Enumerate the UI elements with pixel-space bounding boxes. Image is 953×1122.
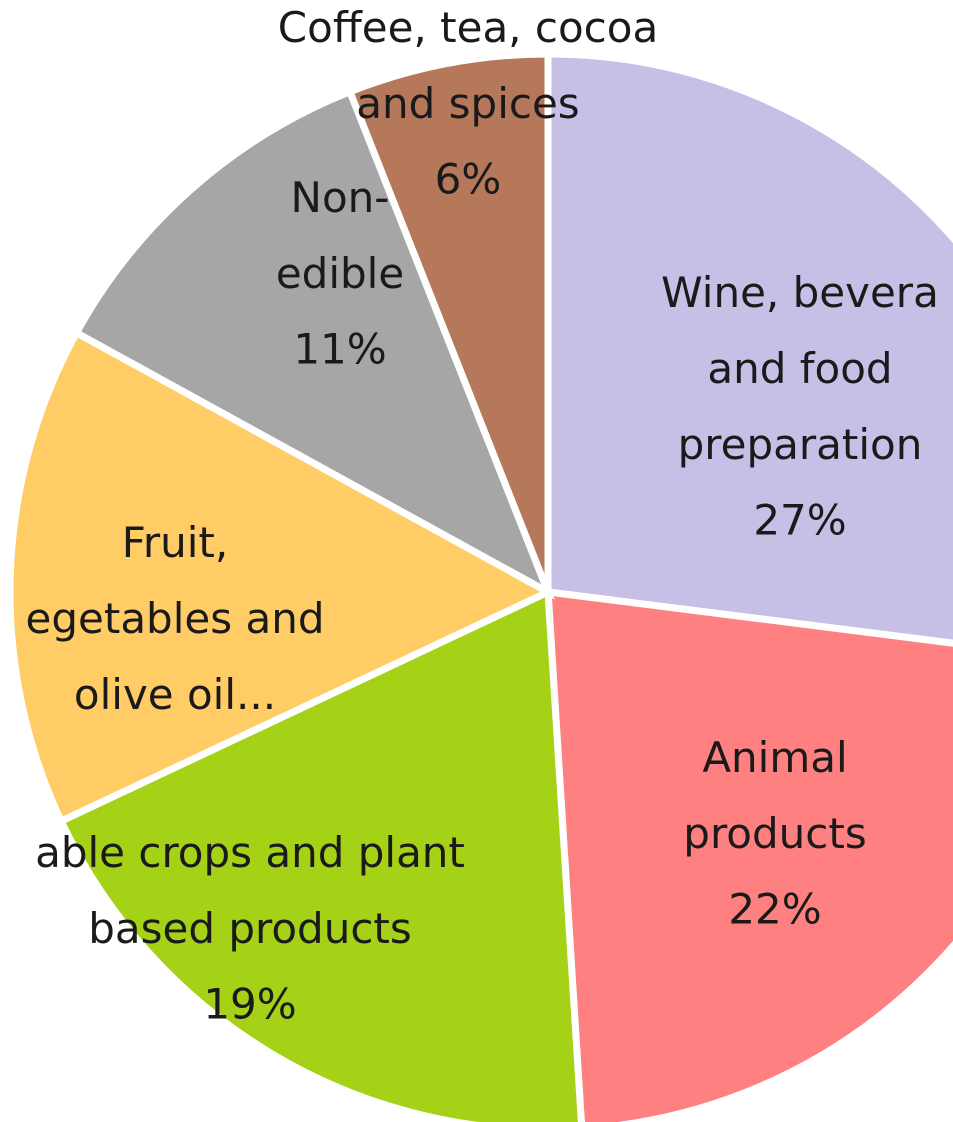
pie-slice	[544, 587, 953, 1122]
pie-slice	[56, 586, 585, 1122]
labels: Wine, bevera and food preparation 27% Animal…	[26, 3, 939, 1029]
pie-slice	[345, 50, 552, 594]
slice-label: Animal products	[683, 733, 866, 858]
slice-value-label: 27%	[753, 496, 846, 545]
slice-label: Non-edible	[276, 173, 404, 298]
slice-value-label: 6%	[435, 155, 502, 204]
pie-slice	[544, 50, 953, 647]
slice-value-label: 22%	[728, 885, 821, 934]
slice-value-label: 11%	[293, 325, 386, 374]
pie-slice	[6, 328, 556, 826]
slice-value-label: 19%	[203, 980, 296, 1029]
slice-label: Wine, bevera and food preparation	[661, 268, 939, 469]
pie	[6, 50, 953, 1122]
slice-label: able crops and plant based products	[35, 828, 465, 953]
slice-label: Fruit, egetables and olive oil...	[26, 518, 325, 719]
pie-slice	[71, 87, 555, 600]
slice-label: Coffee, tea, cocoa and spices	[278, 3, 658, 128]
